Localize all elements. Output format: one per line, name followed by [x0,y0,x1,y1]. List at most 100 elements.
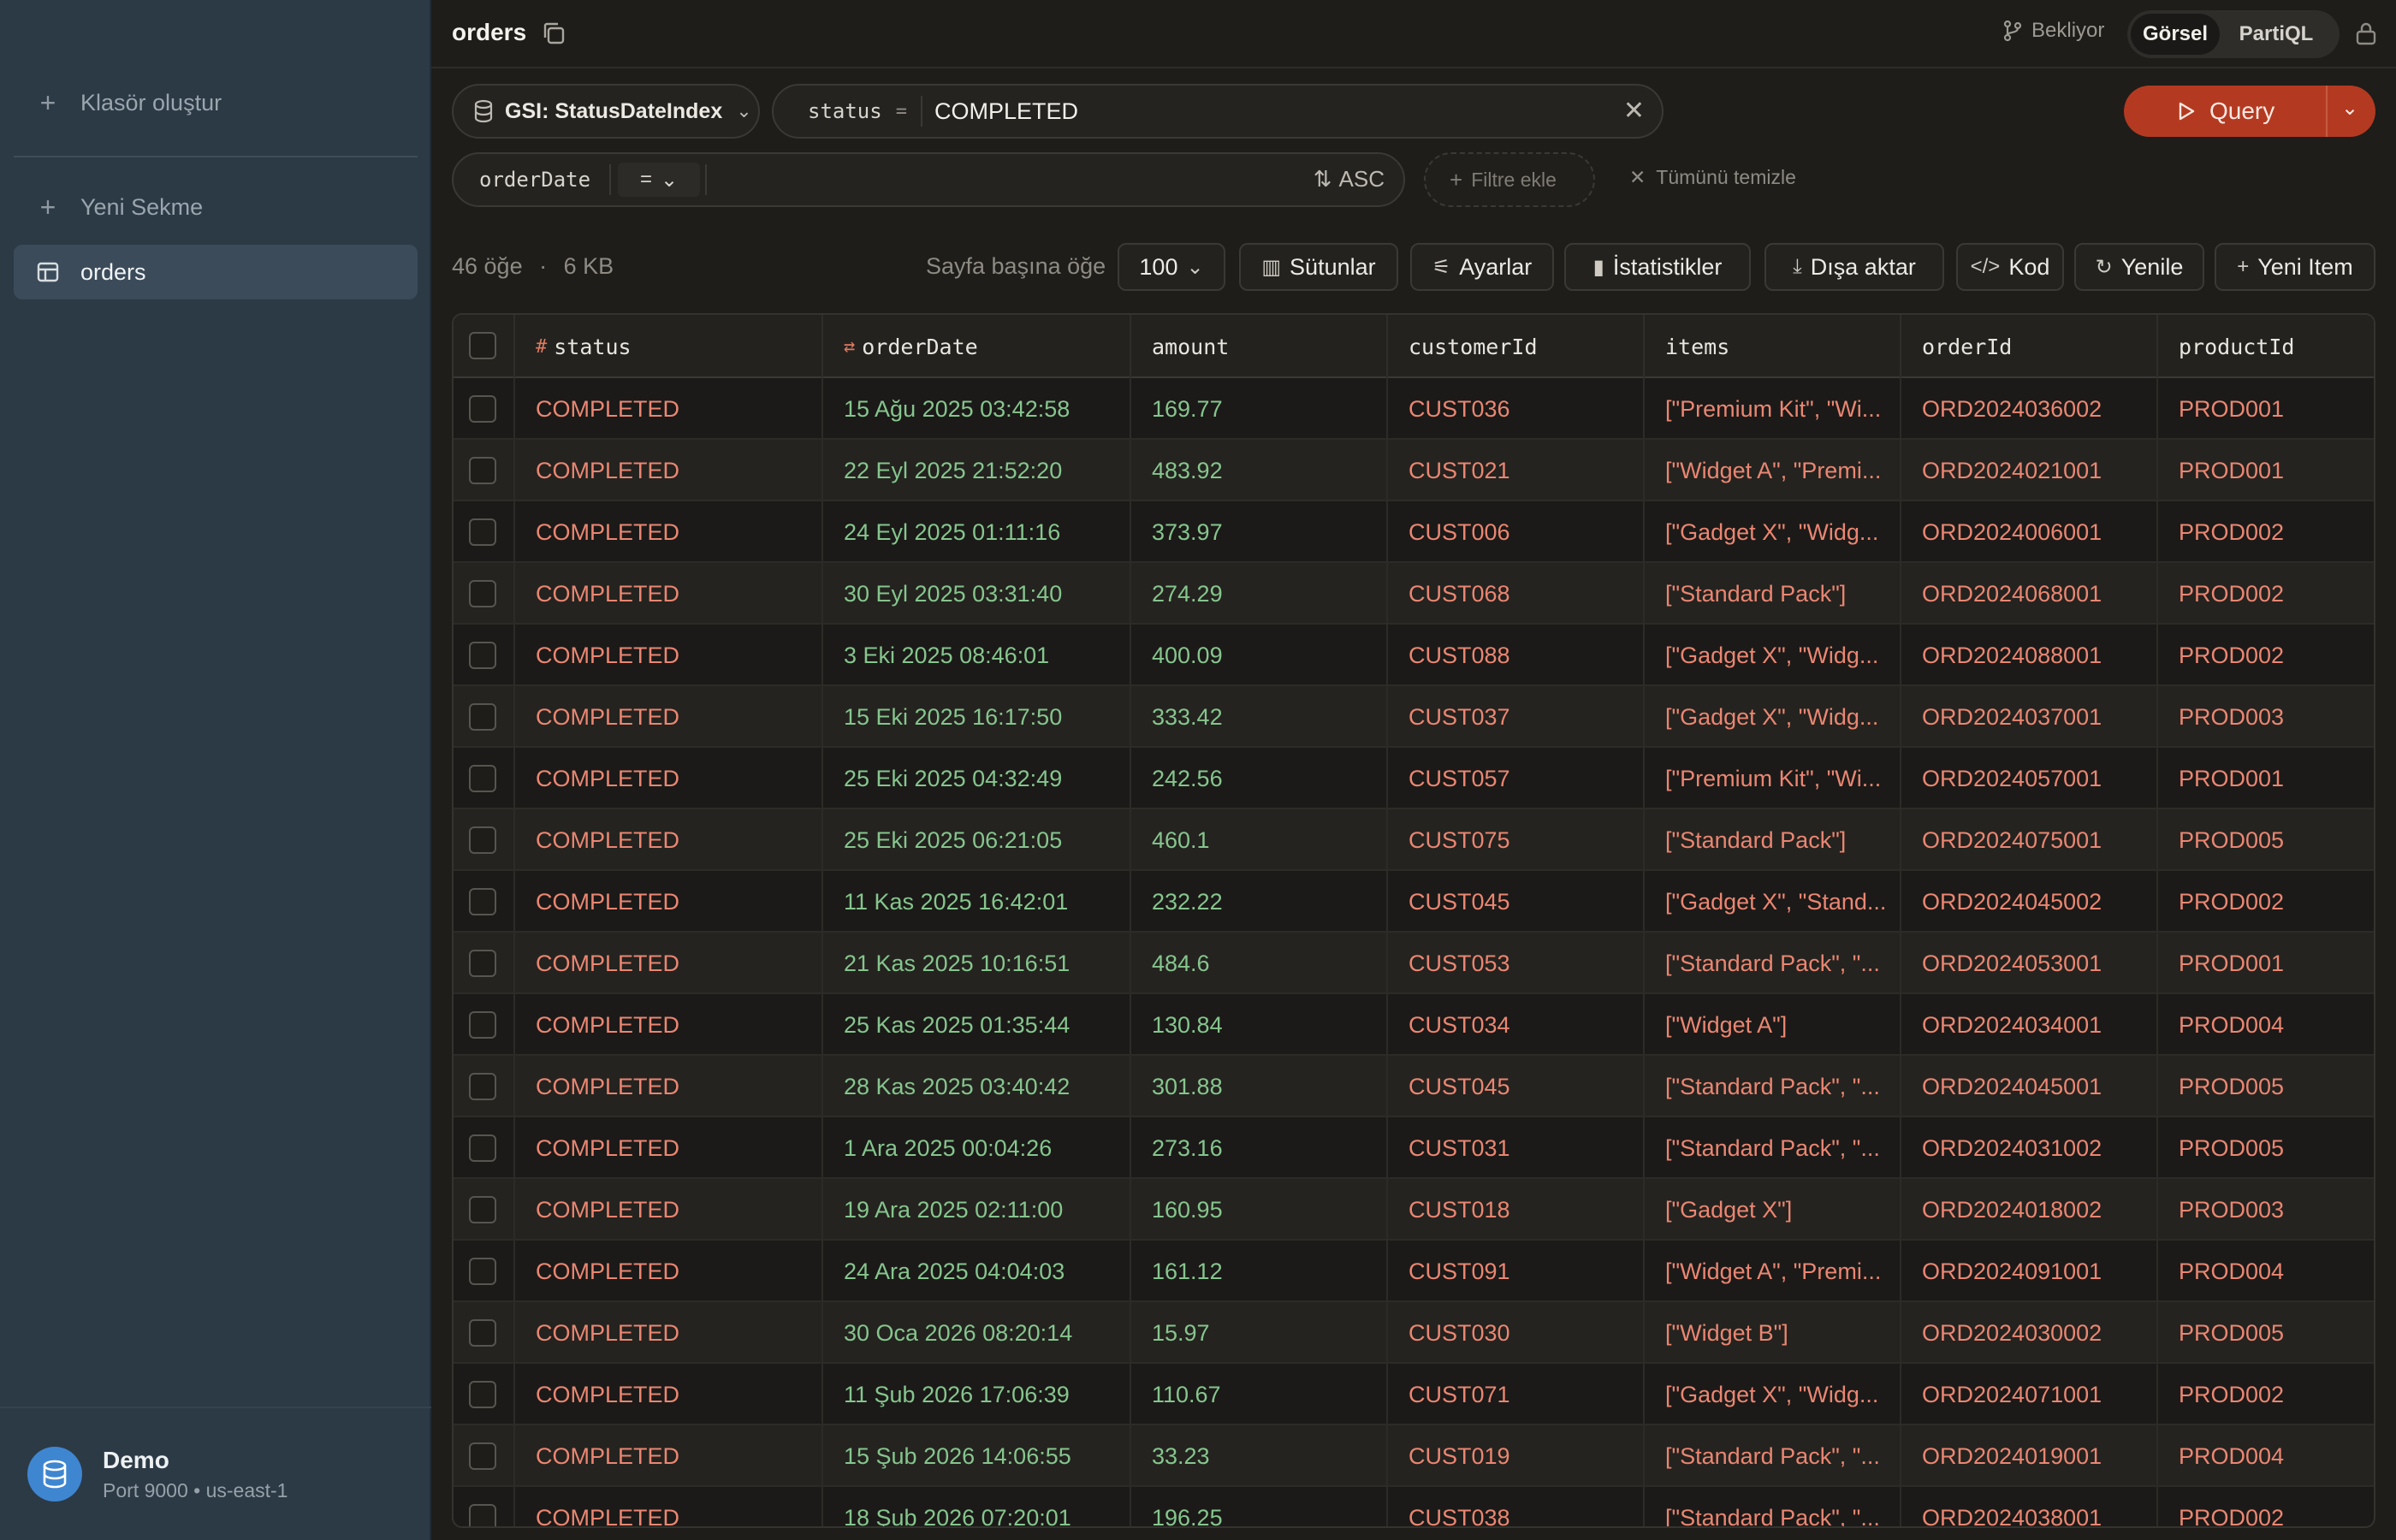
cell-amount[interactable]: 301.88 [1131,1056,1388,1117]
cell-amount[interactable]: 484.6 [1131,933,1388,994]
cell-status[interactable]: COMPLETED [515,1487,823,1526]
cell-amount[interactable]: 273.16 [1131,1117,1388,1179]
cell-orderdate[interactable]: 1 Ara 2025 00:04:26 [823,1117,1131,1179]
row-checkbox[interactable] [469,1011,496,1039]
cell-amount[interactable]: 130.84 [1131,994,1388,1056]
cell-customerid[interactable]: CUST068 [1388,563,1645,625]
cell-status[interactable]: COMPLETED [515,378,823,440]
cell-orderid[interactable]: ORD2024088001 [1901,625,2158,686]
cell-customerid[interactable]: CUST031 [1388,1117,1645,1179]
tab-visual[interactable]: Görsel [2131,14,2220,55]
row-checkbox[interactable] [469,950,496,977]
cell-orderdate[interactable]: 25 Kas 2025 01:35:44 [823,994,1131,1056]
table-row[interactable]: COMPLETED 11 Kas 2025 16:42:01 232.22 CUST0… [454,871,2374,933]
cell-items[interactable]: ["Widget A"] [1645,994,1901,1056]
table-row[interactable]: COMPLETED 15 Şub 2026 14:06:55 33.23 CUST01… [454,1425,2374,1487]
table-row[interactable]: COMPLETED 22 Eyl 2025 21:52:20 483.92 CUST0… [454,440,2374,501]
cell-amount[interactable]: 110.67 [1131,1364,1388,1425]
table-row[interactable]: COMPLETED 24 Eyl 2025 01:11:16 373.97 CUST0… [454,501,2374,563]
cell-orderdate[interactable]: 25 Eki 2025 04:32:49 [823,748,1131,809]
cell-amount[interactable]: 333.42 [1131,686,1388,748]
tab-partiql[interactable]: PartiQL [2239,22,2314,45]
table-row[interactable]: COMPLETED 3 Eki 2025 08:46:01 400.09 CUST08… [454,625,2374,686]
row-checkbox[interactable] [469,1442,496,1470]
cell-productid[interactable]: PROD002 [2179,518,2285,545]
column-header-status[interactable]: # status [515,315,823,378]
cell-orderdate[interactable]: 18 Şub 2026 07:20:01 [823,1487,1131,1526]
table-row[interactable]: COMPLETED 19 Ara 2025 02:11:00 160.95 CUST0… [454,1179,2374,1241]
cell-items[interactable]: ["Widget A", "Premi... [1645,1241,1901,1302]
cell-productid[interactable]: PROD002 [2179,642,2285,668]
cell-orderdate[interactable]: 11 Şub 2026 17:06:39 [823,1364,1131,1425]
cell-orderid[interactable]: ORD2024045001 [1901,1056,2158,1117]
cell-orderid[interactable]: ORD2024030002 [1901,1302,2158,1364]
cell-items[interactable]: ["Premium Kit", "Wi... [1645,748,1901,809]
run-query-button[interactable]: Query ⌄ [2124,86,2375,137]
cell-orderid[interactable]: ORD2024034001 [1901,994,2158,1056]
table-row[interactable]: COMPLETED 21 Kas 2025 10:16:51 484.6 CUST05… [454,933,2374,994]
cell-items[interactable]: ["Gadget X", "Widg... [1645,686,1901,748]
sidebar-item-orders[interactable]: orders [14,245,418,299]
cell-amount[interactable]: 33.23 [1131,1425,1388,1487]
cell-amount[interactable]: 15.97 [1131,1302,1388,1364]
cell-orderid[interactable]: ORD2024075001 [1901,809,2158,871]
cell-customerid[interactable]: CUST038 [1388,1487,1645,1526]
cell-orderdate[interactable]: 3 Eki 2025 08:46:01 [823,625,1131,686]
partition-key-input[interactable]: status = COMPLETED ✕ [772,84,1664,139]
table-row[interactable]: COMPLETED 25 Kas 2025 01:35:44 130.84 CUST0… [454,994,2374,1056]
cell-productid[interactable]: PROD002 [2179,1381,2285,1407]
table-row[interactable]: COMPLETED 25 Eki 2025 04:32:49 242.56 CUST0… [454,748,2374,809]
statistics-button[interactable]: ▮ İstatistikler [1564,243,1751,291]
cell-amount[interactable]: 160.95 [1131,1179,1388,1241]
row-checkbox[interactable] [469,1504,496,1526]
cell-orderdate[interactable]: 21 Kas 2025 10:16:51 [823,933,1131,994]
cell-items[interactable]: ["Gadget X", "Stand... [1645,871,1901,933]
cell-orderid[interactable]: ORD2024071001 [1901,1364,2158,1425]
chevron-down-icon[interactable]: ⌄ [2341,97,2359,120]
cell-amount[interactable]: 400.09 [1131,625,1388,686]
row-checkbox[interactable] [469,395,496,423]
clear-all-button[interactable]: ✕ Tümünü temizle [1629,166,1796,189]
cell-customerid[interactable]: CUST057 [1388,748,1645,809]
cell-amount[interactable]: 161.12 [1131,1241,1388,1302]
cell-customerid[interactable]: CUST034 [1388,994,1645,1056]
cell-customerid[interactable]: CUST021 [1388,440,1645,501]
column-header-orderdate[interactable]: ⇄ orderDate [823,315,1131,378]
cell-orderid[interactable]: ORD2024021001 [1901,440,2158,501]
cell-orderid[interactable]: ORD2024031002 [1901,1117,2158,1179]
cell-amount[interactable]: 232.22 [1131,871,1388,933]
pending-status[interactable]: Bekliyor [2002,19,2104,43]
cell-orderid[interactable]: ORD2024019001 [1901,1425,2158,1487]
cell-items[interactable]: ["Standard Pack"] [1645,563,1901,625]
cell-orderid[interactable]: ORD2024006001 [1901,501,2158,563]
cell-items[interactable]: ["Gadget X"] [1645,1179,1901,1241]
table-row[interactable]: COMPLETED 28 Kas 2025 03:40:42 301.88 CUST0… [454,1056,2374,1117]
cell-amount[interactable]: 373.97 [1131,501,1388,563]
cell-orderdate[interactable]: 24 Eyl 2025 01:11:16 [823,501,1131,563]
cell-customerid[interactable]: CUST019 [1388,1425,1645,1487]
cell-orderdate[interactable]: 30 Oca 2026 08:20:14 [823,1302,1131,1364]
cell-customerid[interactable]: CUST091 [1388,1241,1645,1302]
cell-customerid[interactable]: CUST006 [1388,501,1645,563]
cell-status[interactable]: COMPLETED [515,871,823,933]
per-page-select[interactable]: 100 ⌄ [1118,243,1225,291]
row-checkbox[interactable] [469,1073,496,1100]
cell-productid[interactable]: PROD002 [2179,888,2285,915]
cell-amount[interactable]: 274.29 [1131,563,1388,625]
clear-icon[interactable]: ✕ [1622,97,1645,125]
cell-orderid[interactable]: ORD2024018002 [1901,1179,2158,1241]
cell-items[interactable]: ["Gadget X", "Widg... [1645,625,1901,686]
cell-orderid[interactable]: ORD2024038001 [1901,1487,2158,1526]
cell-status[interactable]: COMPLETED [515,994,823,1056]
cell-productid[interactable]: PROD003 [2179,1196,2285,1223]
row-checkbox[interactable] [469,888,496,915]
row-checkbox[interactable] [469,1319,496,1347]
cell-productid[interactable]: PROD002 [2179,1504,2285,1528]
cell-status[interactable]: COMPLETED [515,1056,823,1117]
sort-key-input[interactable]: orderDate = ⌄ ⇅ ASC [452,152,1405,207]
table-row[interactable]: COMPLETED 25 Eki 2025 06:21:05 460.1 CUST07… [454,809,2374,871]
row-checkbox[interactable] [469,1258,496,1285]
cell-items[interactable]: ["Widget B"] [1645,1302,1901,1364]
create-folder-button[interactable]: + Klasör oluştur [14,75,418,130]
cell-items[interactable]: ["Standard Pack", "... [1645,1487,1901,1526]
